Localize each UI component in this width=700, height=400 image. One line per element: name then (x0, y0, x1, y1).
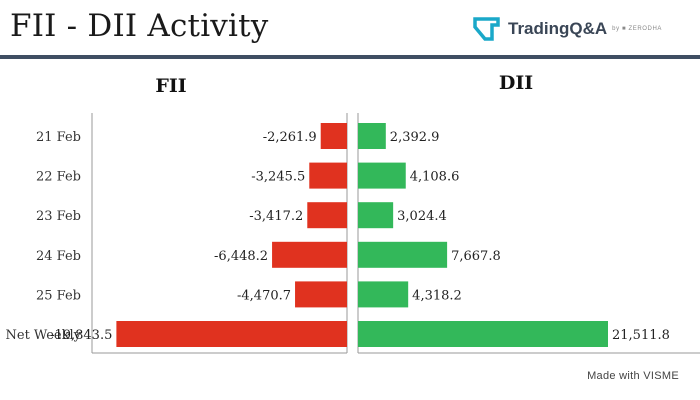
fii-value-label: -4,470.7 (237, 288, 291, 303)
fii-value-label: -19,843.5 (50, 328, 112, 343)
category-label: 23 Feb (36, 209, 81, 224)
fii-bar (307, 202, 347, 229)
dii-value-label: 21,511.8 (612, 328, 670, 343)
brand-name: TradingQ&A (508, 19, 608, 38)
footer-credit: Made with VISME (587, 370, 679, 382)
brand-byline: by ■ ZERODHA (612, 26, 663, 32)
fii-bar (309, 162, 347, 189)
category-label: 25 Feb (36, 288, 81, 303)
dii-value-label: 2,392.9 (390, 130, 440, 145)
dii-value-label: 4,108.6 (410, 170, 460, 185)
fii-value-label: -6,448.2 (214, 249, 268, 264)
dii-bar (358, 281, 409, 308)
dii-bar (358, 123, 386, 149)
dii-bar (358, 241, 448, 268)
brand-logo: TradingQ&A by ■ ZERODHA (472, 14, 662, 44)
fii-bar (295, 281, 347, 308)
page-title: FII - DII Activity (10, 8, 269, 44)
fii-panel-title: FII (155, 75, 186, 97)
header-divider (0, 55, 700, 59)
fii-value-label: -3,417.2 (249, 209, 303, 224)
dii-value-label: 7,667.8 (451, 249, 501, 264)
fii-bar (320, 123, 347, 149)
fii-bar (272, 241, 347, 268)
fii-value-label: -3,245.5 (251, 170, 305, 185)
category-label: Net Weekly (6, 328, 82, 343)
category-label: 24 Feb (36, 249, 81, 264)
dii-bar (358, 321, 608, 347)
dii-bar (358, 162, 406, 189)
dii-value-label: 4,318.2 (412, 288, 462, 303)
category-label: 22 Feb (36, 170, 81, 185)
dii-panel-title: DII (499, 72, 533, 94)
dii-bar (358, 202, 394, 229)
trading-qa-logo-icon (473, 17, 500, 41)
fii-value-label: -2,261.9 (263, 130, 317, 145)
dii-value-label: 3,024.4 (397, 209, 447, 224)
fii-bar (116, 321, 347, 347)
category-label: 21 Feb (36, 130, 81, 145)
